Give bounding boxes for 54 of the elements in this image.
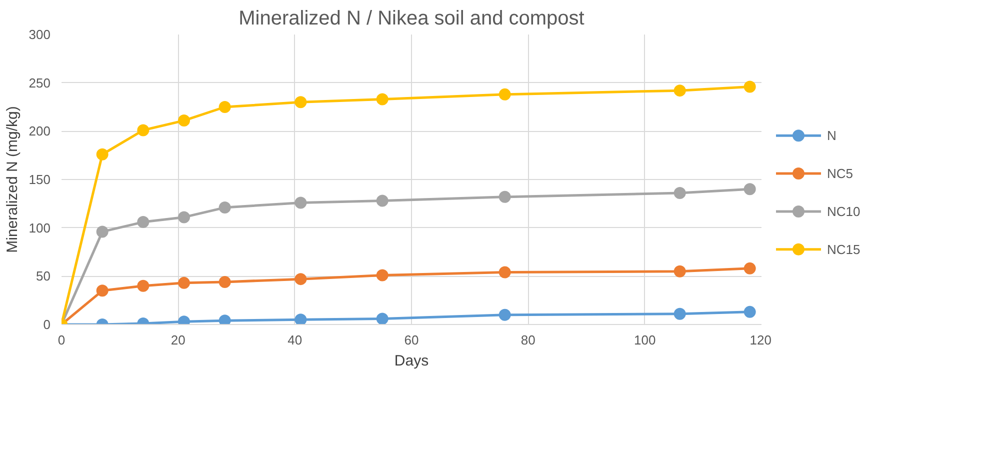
x-tick-label: 120 xyxy=(750,332,772,348)
x-tick-label: 20 xyxy=(170,332,186,348)
point xyxy=(137,124,150,136)
point xyxy=(294,96,307,108)
x-tick-label: 80 xyxy=(520,332,536,348)
point xyxy=(376,194,388,207)
point xyxy=(178,114,190,127)
point xyxy=(498,266,511,278)
y-tick-label: 200 xyxy=(28,124,51,139)
point xyxy=(218,276,231,288)
legend-label: NC5 xyxy=(827,166,854,182)
x-axis-title: Days xyxy=(394,352,429,370)
point xyxy=(674,308,686,320)
point xyxy=(96,226,108,238)
point xyxy=(294,273,307,286)
point xyxy=(744,262,756,274)
point xyxy=(218,202,231,214)
point xyxy=(674,265,686,278)
point xyxy=(96,148,108,160)
point xyxy=(96,284,108,297)
y-tick-label: 50 xyxy=(36,268,51,284)
x-tick-label: 100 xyxy=(634,332,656,348)
point xyxy=(498,190,511,203)
point xyxy=(744,80,756,93)
legend-label: NC10 xyxy=(827,204,860,219)
point xyxy=(218,314,231,324)
point xyxy=(674,84,686,97)
point xyxy=(498,308,511,321)
legend-label: NC15 xyxy=(827,242,860,257)
point xyxy=(294,314,307,324)
x-tick-label: 40 xyxy=(288,332,302,348)
y-tick-label: 0 xyxy=(43,317,51,332)
x-tick-label: 0 xyxy=(58,332,66,348)
point xyxy=(178,276,190,289)
legend-label: N xyxy=(827,128,836,144)
point xyxy=(674,187,686,200)
point xyxy=(744,183,756,196)
y-tick-label: 100 xyxy=(28,220,51,236)
point xyxy=(744,306,756,318)
y-tick-label: 250 xyxy=(28,75,51,90)
point xyxy=(137,216,150,228)
point xyxy=(376,312,388,324)
point xyxy=(218,101,231,113)
point xyxy=(498,88,511,100)
chart-title: Mineralized N / Nikea soil and compost xyxy=(238,8,585,30)
point xyxy=(137,280,150,292)
x-tick-label: 60 xyxy=(404,332,419,348)
point xyxy=(178,211,190,224)
y-tick-label: 150 xyxy=(28,172,51,187)
y-axis-title: Mineralized N (mg/kg) xyxy=(4,106,21,253)
point xyxy=(376,93,388,106)
y-tick-label: 300 xyxy=(28,27,51,42)
point xyxy=(294,196,307,209)
point xyxy=(376,269,388,282)
